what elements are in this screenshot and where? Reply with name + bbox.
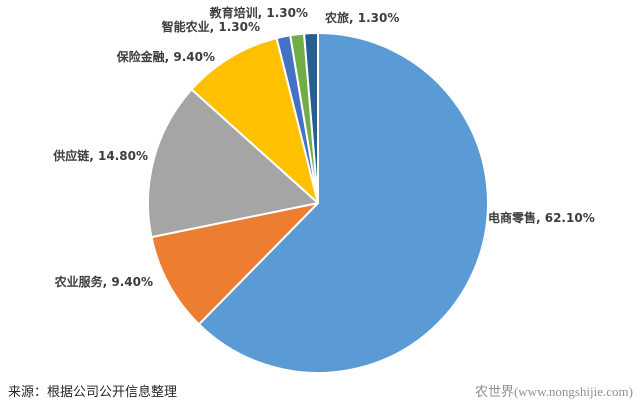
pie-slice-0 — [197, 32, 489, 374]
slice-label-supply-chain: 供应链, 14.80% — [53, 149, 148, 163]
pie-slice-2 — [147, 88, 319, 239]
site-credit: 农世界(www.nongshijie.com) — [474, 384, 633, 399]
slice-label-agri-tourism: 农旅, 1.30% — [325, 11, 400, 25]
slice-label-smart-agriculture: 智能农业, 1.30% — [161, 20, 260, 34]
slice-label-education-training: 教育培训, 1.30% — [209, 6, 308, 20]
slice-label-ecommerce-retail: 电商零售, 62.10% — [488, 211, 595, 225]
slice-label-insurance-finance: 保险金融, 9.40% — [116, 50, 215, 64]
pie-slice-1 — [150, 202, 319, 326]
pie-slice-6 — [303, 31, 319, 204]
source-note: 来源：根据公司公开信息整理 — [8, 384, 178, 399]
slice-label-agri-services: 农业服务, 9.40% — [54, 275, 153, 289]
